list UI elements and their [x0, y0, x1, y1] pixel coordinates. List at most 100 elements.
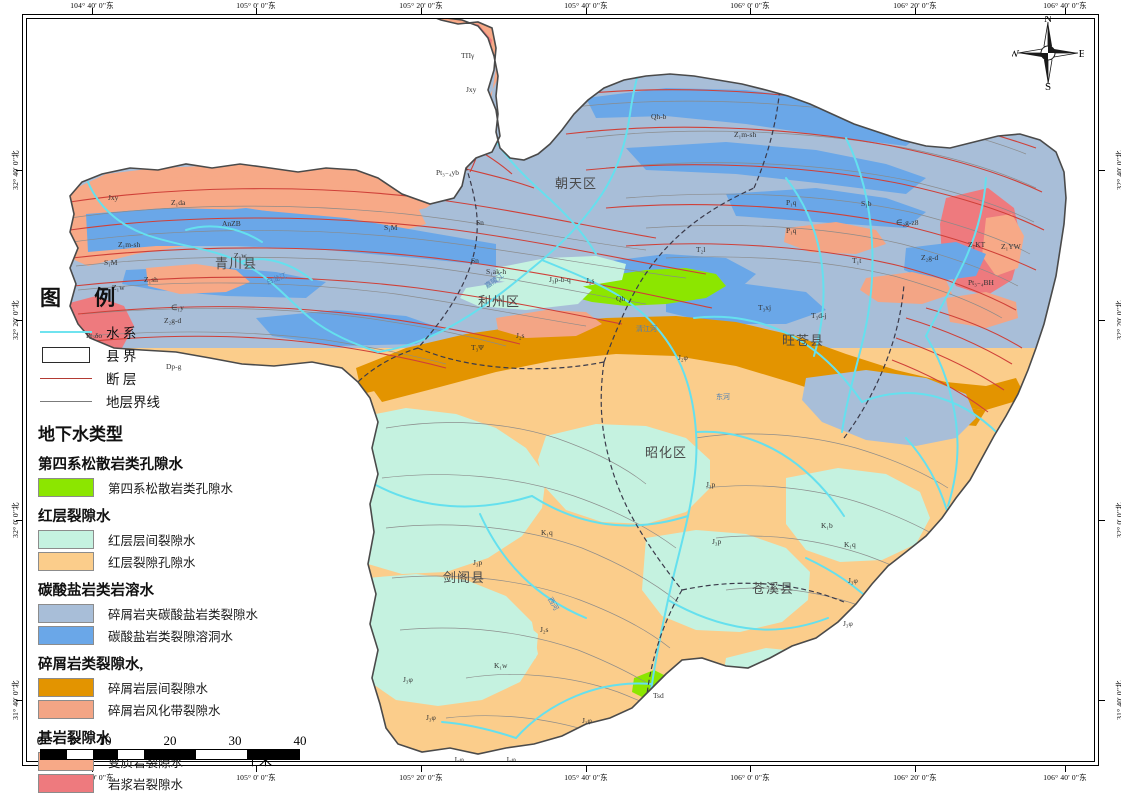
legend-color-swatch: [38, 478, 94, 497]
map-neatline-outer: [22, 14, 1099, 766]
graticule-label-right: 31° 40' 0"北: [1115, 680, 1121, 720]
graticule-label-bottom: 106° 20' 0"东: [893, 773, 937, 782]
graticule-tick-left: [16, 700, 22, 702]
graticule-tick-bottom: [421, 766, 423, 772]
legend-item-label: 碎屑岩层间裂隙水: [108, 682, 209, 696]
graticule-label-right: 32° 0' 0"北: [1115, 502, 1121, 538]
scale-tick-label: 0: [36, 733, 44, 748]
legend-color-swatch: [38, 678, 94, 697]
legend-item-label: 红层裂隙孔隙水: [108, 556, 196, 570]
compass-north-label: N: [1044, 16, 1052, 25]
graticule-tick-right: [1099, 700, 1105, 702]
legend-item: 岩浆岩裂隙水: [38, 774, 274, 793]
fault-line-symbol: [38, 377, 94, 379]
graticule-tick-bottom: [586, 766, 588, 772]
legend-item: 碎屑岩夹碳酸盐岩类裂隙水: [38, 604, 274, 623]
graticule-label-right: 32° 40' 0"北: [1115, 150, 1121, 190]
city-outline: [69, 18, 1067, 755]
legend-item: 红层裂隙孔隙水: [38, 552, 274, 571]
graticule-tick-bottom: [1065, 766, 1067, 772]
graticule-label-bottom: 105° 20' 0"东: [399, 773, 443, 782]
graticule-tick-left: [16, 520, 22, 522]
legend-color-swatch: [38, 604, 94, 623]
legend-group-heading: 碳酸盐岩类岩溶水: [38, 583, 154, 599]
map-legend: 图 例 水 系县 界断 层地层界线 地下水类型 第四系松散岩类孔隙水 第四系松散岩…: [38, 282, 274, 796]
legend-item: 碳酸盐岩类裂隙溶洞水: [38, 626, 274, 645]
compass-south-label: S: [1045, 81, 1051, 90]
water-line-swatch: [40, 331, 92, 333]
graticule-tick-top: [750, 8, 752, 14]
legend-label-strata-boundary: 地层界线: [106, 395, 160, 410]
graticule-tick-top: [92, 8, 94, 14]
graticule-tick-top: [586, 8, 588, 14]
graticule-tick-right: [1099, 170, 1105, 172]
graticule-tick-bottom: [915, 766, 917, 772]
legend-groups: 第四系松散岩类孔隙水 第四系松散岩类孔隙水 红层裂隙水 红层层间裂隙水 红层裂隙孔隙水碳…: [38, 453, 274, 793]
scale-tick-label: 5: [69, 733, 76, 748]
county-boundary-symbol: [38, 347, 94, 363]
scale-tick-label: 20: [163, 733, 177, 748]
graticule-tick-left: [16, 170, 22, 172]
legend-item-label: 碎屑岩夹碳酸盐岩类裂隙水: [108, 608, 259, 622]
graticule-tick-bottom: [750, 766, 752, 772]
legend-label-water-line: 水 系: [106, 326, 137, 341]
legend-item-label: 碳酸盐岩类裂隙溶洞水: [108, 630, 234, 644]
scale-bar-graphic: [40, 749, 300, 760]
legend-color-swatch: [38, 700, 94, 719]
legend-item: 碎屑岩层间裂隙水: [38, 678, 274, 697]
graticule-label-top: 105° 0' 0"东: [236, 1, 276, 10]
legend-line-symbols: 水 系县 界断 层地层界线: [38, 322, 274, 411]
graticule-label-top: 106° 0' 0"东: [730, 1, 770, 10]
graticule-label-bottom: 105° 40' 0"东: [564, 773, 608, 782]
legend-color-swatch: [38, 552, 94, 571]
strata-boundary-swatch: [40, 400, 92, 402]
legend-row-county-boundary: 县 界: [38, 345, 274, 365]
compass-east-label: E: [1079, 48, 1084, 60]
compass-rose: N S W E: [1009, 13, 1086, 93]
graticule-tick-top: [256, 8, 258, 14]
legend-item: 红层层间裂隙水: [38, 530, 274, 549]
graticule-label-right: 32° 20' 0"北: [1115, 300, 1121, 340]
fault-line-swatch: [40, 377, 92, 379]
graticule-label-top: 106° 40' 0"东: [1043, 1, 1087, 10]
graticule-label-bottom: 106° 0' 0"东: [730, 773, 770, 782]
legend-color-swatch: [38, 530, 94, 549]
legend-group-heading: 碎屑岩类裂隙水,: [38, 657, 144, 673]
legend-row-water-line: 水 系: [38, 322, 274, 342]
legend-label-fault-line: 断 层: [106, 372, 137, 387]
county-boundary-swatch: [42, 347, 90, 363]
legend-row-fault-line: 断 层: [38, 368, 274, 388]
legend-groundwater-heading: 地下水类型: [38, 425, 123, 444]
legend-item-label: 碎屑岩风化带裂隙水: [108, 704, 221, 718]
graticule-tick-left: [16, 320, 22, 322]
graticule-tick-bottom: [256, 766, 258, 772]
scale-bar-numbers: 0 5 10 20 30 40: [36, 733, 307, 749]
graticule-tick-top: [1065, 8, 1067, 14]
graticule-label-bottom: 106° 40' 0"东: [1043, 773, 1087, 782]
graticule-tick-top: [421, 8, 423, 14]
legend-group-heading: 第四系松散岩类孔隙水: [38, 457, 183, 473]
scale-bar-unit: 千米: [246, 753, 273, 768]
strata-boundary-symbol: [38, 400, 94, 402]
water-line-symbol: [38, 331, 94, 333]
legend-group-heading: 红层裂隙水: [38, 509, 111, 525]
graticule-label-top: 106° 20' 0"东: [893, 1, 937, 10]
legend-item-label: 岩浆岩裂隙水: [108, 778, 184, 792]
scale-tick-label: 10: [98, 733, 112, 748]
legend-item: 碎屑岩风化带裂隙水: [38, 700, 274, 719]
graticule-tick-top: [915, 8, 917, 14]
legend-color-swatch: [38, 774, 94, 793]
legend-row-strata-boundary: 地层界线: [38, 391, 274, 411]
graticule-label-top: 104° 40' 0"东: [70, 1, 114, 10]
graticule-label-top: 105° 20' 0"东: [399, 1, 443, 10]
legend-item: 第四系松散岩类孔隙水: [38, 478, 274, 497]
legend-group-heading: 基岩裂隙水: [38, 731, 111, 747]
graticule-label-top: 105° 40' 0"东: [564, 1, 608, 10]
legend-color-swatch: [38, 626, 94, 645]
map-neatline-inner: [26, 18, 1095, 762]
legend-item-label: 第四系松散岩类孔隙水: [108, 482, 234, 496]
legend-item-label: 红层层间裂隙水: [108, 534, 196, 548]
legend-label-county-boundary: 县 界: [106, 349, 137, 364]
river-network: [87, 39, 1007, 754]
